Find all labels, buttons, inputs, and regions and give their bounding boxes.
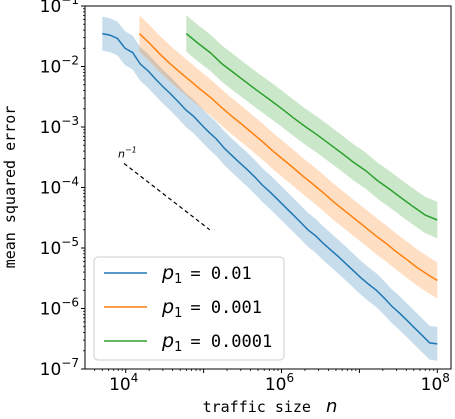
legend-entry-1: p1 = 0.001 (104, 296, 262, 321)
legend: p1 = 0.01 p1 = 0.001 p1 = 0.0001 (93, 256, 285, 361)
y-tick-label-exp-5: −6 (61, 296, 79, 310)
y-tick-label-base-5: 10 (40, 300, 62, 320)
x-axis-label: traffic size n (203, 396, 338, 417)
x-axis-label-variable: n (326, 396, 337, 417)
confidence-bands (102, 15, 438, 361)
x-tick-label-1: 106 (265, 371, 294, 395)
legend-sub-2: 1 (174, 340, 182, 355)
y-tick-label-exp-2: −3 (61, 114, 79, 128)
series-lines (102, 32, 438, 345)
y-tick-label-4: 10−5 (40, 235, 79, 259)
legend-sub-0: 1 (174, 272, 182, 287)
y-tick-label-base-6: 10 (40, 360, 62, 380)
reference-line-label-var: n (118, 147, 125, 160)
confidence-band-0 (102, 16, 438, 361)
x-tick-label-base-1: 10 (265, 375, 287, 395)
legend-var-0: p (161, 262, 174, 284)
x-tick-label-base-2: 10 (421, 375, 443, 395)
x-tick-label-exp-2: 8 (442, 371, 450, 385)
y-tick-label-5: 10−6 (40, 296, 79, 320)
legend-value-0: = 0.01 (190, 264, 251, 284)
series-line-0 (102, 32, 438, 345)
y-tick-label-3: 10−4 (40, 175, 79, 199)
y-tick-label-base-1: 10 (40, 58, 62, 78)
x-tick-label-exp-1: 6 (287, 371, 295, 385)
reference-line-label: n−1 (118, 145, 137, 160)
confidence-band-1 (139, 15, 438, 299)
y-tick-label-exp-0: −1 (61, 0, 79, 7)
legend-entry-2: p1 = 0.0001 (104, 330, 272, 355)
x-axis-label-text: traffic size (203, 398, 311, 416)
legend-var-2: p (161, 330, 174, 352)
x-tick-label-0: 104 (109, 371, 138, 395)
series-line-2 (185, 33, 438, 221)
y-tick-label-base-2: 10 (40, 118, 62, 138)
legend-value-2: = 0.0001 (190, 332, 272, 352)
legend-value-1: = 0.001 (190, 298, 262, 318)
x-tick-label-2: 108 (421, 371, 450, 395)
y-tick-label-exp-3: −4 (61, 175, 79, 189)
y-tick-label-base-3: 10 (40, 179, 62, 199)
reference-line-group: n−1 (118, 145, 211, 231)
series-line-1 (138, 33, 438, 282)
y-tick-label-base-0: 10 (40, 0, 62, 17)
legend-label-2: p1 = 0.0001 (161, 330, 272, 355)
y-tick-label-base-4: 10 (40, 239, 62, 259)
legend-entry-0: p1 = 0.01 (104, 262, 252, 287)
legend-box (93, 256, 285, 361)
legend-sub-1: 1 (174, 306, 182, 321)
y-tick-label-exp-6: −7 (61, 356, 79, 370)
confidence-band-2 (186, 15, 438, 239)
x-tick-label-base-0: 10 (109, 375, 131, 395)
reference-line (123, 162, 211, 231)
y-tick-label-0: 10−1 (40, 0, 79, 17)
y-axis-label: mean squared error (1, 106, 19, 269)
y-tick-label-2: 10−3 (40, 114, 79, 138)
y-tick-label-exp-4: −5 (61, 235, 79, 249)
x-tick-label-exp-0: 4 (131, 371, 139, 385)
y-tick-label-exp-1: −2 (61, 54, 79, 68)
legend-label-0: p1 = 0.01 (161, 262, 252, 287)
legend-label-1: p1 = 0.001 (161, 296, 262, 321)
legend-var-1: p (161, 296, 174, 318)
reference-line-label-exp: −1 (125, 145, 137, 154)
y-tick-label-1: 10−2 (40, 54, 79, 78)
y-tick-label-6: 10−7 (40, 356, 79, 380)
